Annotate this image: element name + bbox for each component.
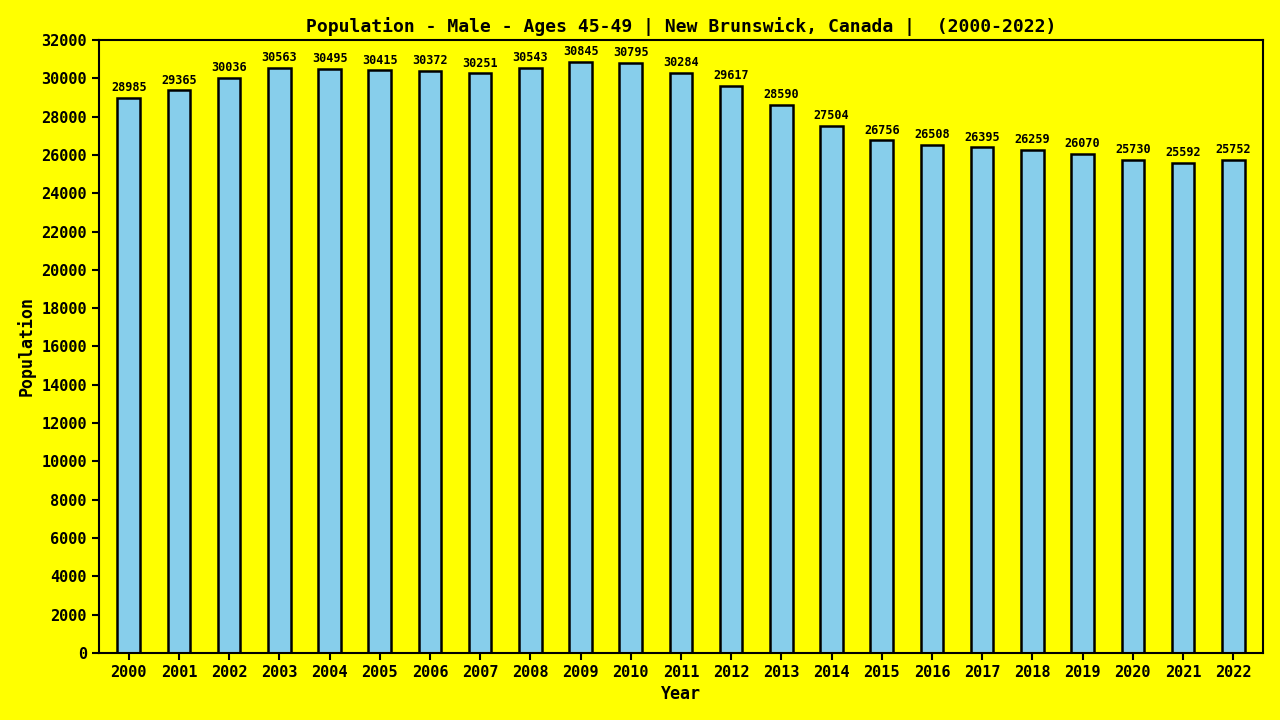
Text: 25752: 25752 [1216,143,1251,156]
Bar [719,86,742,653]
Bar [820,126,844,653]
Text: 30036: 30036 [211,60,247,73]
Bar [218,78,241,653]
Bar [520,68,541,653]
Text: 26508: 26508 [914,128,950,141]
Bar [1121,160,1144,653]
Text: 27504: 27504 [814,109,850,122]
Bar [972,148,993,653]
Text: 30415: 30415 [362,53,398,66]
Text: 30251: 30251 [462,57,498,70]
Text: 30563: 30563 [261,50,297,63]
Text: 25592: 25592 [1165,146,1201,159]
Text: 28590: 28590 [764,89,799,102]
Text: 26756: 26756 [864,124,900,137]
Bar [1171,163,1194,653]
Bar [870,140,893,653]
Bar [168,91,191,653]
Text: 30495: 30495 [312,52,347,65]
Bar [1071,153,1094,653]
Bar [920,145,943,653]
Bar [669,73,692,653]
Text: 30543: 30543 [512,51,548,64]
Bar [771,105,792,653]
Text: 29365: 29365 [161,73,197,86]
Bar [468,73,492,653]
Text: 28985: 28985 [111,81,147,94]
Title: Population - Male - Ages 45-49 | New Brunswick, Canada |  (2000-2022): Population - Male - Ages 45-49 | New Bru… [306,17,1056,36]
Text: 30795: 30795 [613,46,649,59]
Text: 30372: 30372 [412,54,448,68]
Bar [1222,160,1244,653]
X-axis label: Year: Year [660,685,701,703]
Bar [369,71,392,653]
Y-axis label: Population: Population [17,297,36,397]
Bar [620,63,643,653]
Bar [1021,150,1043,653]
Text: 26070: 26070 [1065,137,1101,150]
Text: 30284: 30284 [663,56,699,69]
Bar [419,71,442,653]
Text: 26395: 26395 [964,130,1000,143]
Text: 25730: 25730 [1115,143,1151,156]
Bar [118,98,140,653]
Bar [570,62,591,653]
Text: 29617: 29617 [713,69,749,82]
Text: 26259: 26259 [1015,133,1050,146]
Bar [268,68,291,653]
Text: 30845: 30845 [563,45,598,58]
Bar [319,69,340,653]
